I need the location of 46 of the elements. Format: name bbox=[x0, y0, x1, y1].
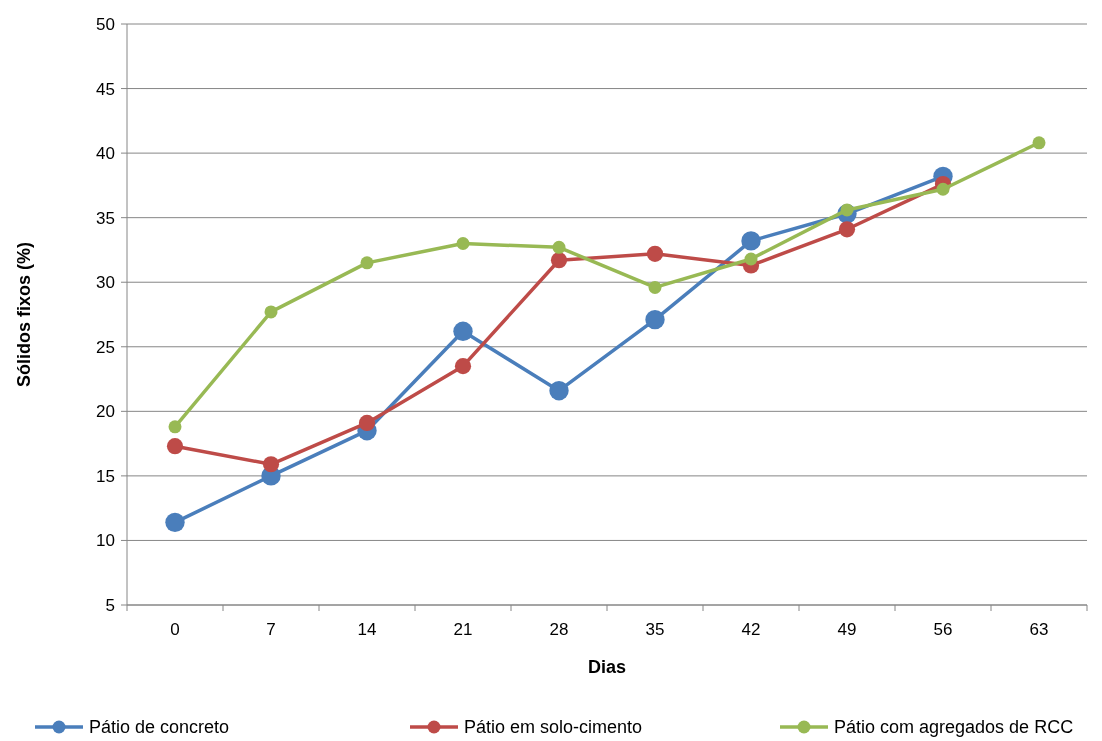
y-tick-label: 35 bbox=[96, 208, 115, 228]
point bbox=[454, 358, 472, 375]
point bbox=[360, 256, 374, 270]
x-tick-label: 21 bbox=[453, 620, 473, 639]
point bbox=[646, 245, 664, 262]
point bbox=[741, 231, 761, 251]
y-tick-label: 20 bbox=[96, 402, 115, 422]
y-tick-label: 5 bbox=[105, 595, 115, 615]
point bbox=[264, 305, 278, 319]
point bbox=[550, 252, 568, 269]
y-tick-label: 25 bbox=[96, 337, 115, 357]
x-tick-label: 63 bbox=[1029, 620, 1049, 639]
y-tick-label: 10 bbox=[96, 531, 115, 551]
y-tick-label: 50 bbox=[96, 14, 115, 34]
x-tick-label: 14 bbox=[357, 620, 377, 639]
point bbox=[456, 236, 470, 250]
y-tick-label: 40 bbox=[96, 144, 115, 164]
x-tick-label: 49 bbox=[837, 620, 857, 639]
y-axis-title: Sólidos fixos (%) bbox=[14, 241, 34, 388]
x-tick-label: 56 bbox=[933, 620, 953, 639]
point bbox=[744, 252, 758, 266]
point bbox=[453, 321, 473, 341]
x-tick-label: 42 bbox=[741, 620, 761, 639]
x-tick-label: 28 bbox=[549, 620, 569, 639]
x-axis-title: Dias bbox=[587, 657, 627, 677]
x-tick-label: 0 bbox=[170, 620, 180, 639]
point bbox=[549, 380, 569, 401]
point bbox=[358, 414, 376, 432]
y-tick-label: 45 bbox=[96, 79, 115, 99]
point bbox=[166, 438, 184, 455]
point bbox=[262, 456, 280, 473]
x-tick-label: 35 bbox=[645, 620, 665, 639]
y-tick-label: 15 bbox=[96, 466, 115, 486]
point bbox=[645, 309, 665, 330]
legend-label: Pátio de concreto bbox=[89, 717, 230, 738]
y-tick-label: 30 bbox=[96, 273, 115, 293]
legend-label: Pátio com agregados de RCC bbox=[834, 717, 1074, 738]
point bbox=[838, 221, 856, 238]
point bbox=[552, 240, 566, 254]
point bbox=[165, 512, 185, 533]
point bbox=[168, 420, 182, 434]
x-tick-label: 7 bbox=[266, 620, 276, 639]
legend-label: Pátio em solo-cimento bbox=[464, 717, 643, 738]
point bbox=[648, 280, 662, 294]
point bbox=[1032, 136, 1046, 150]
point bbox=[936, 182, 950, 196]
